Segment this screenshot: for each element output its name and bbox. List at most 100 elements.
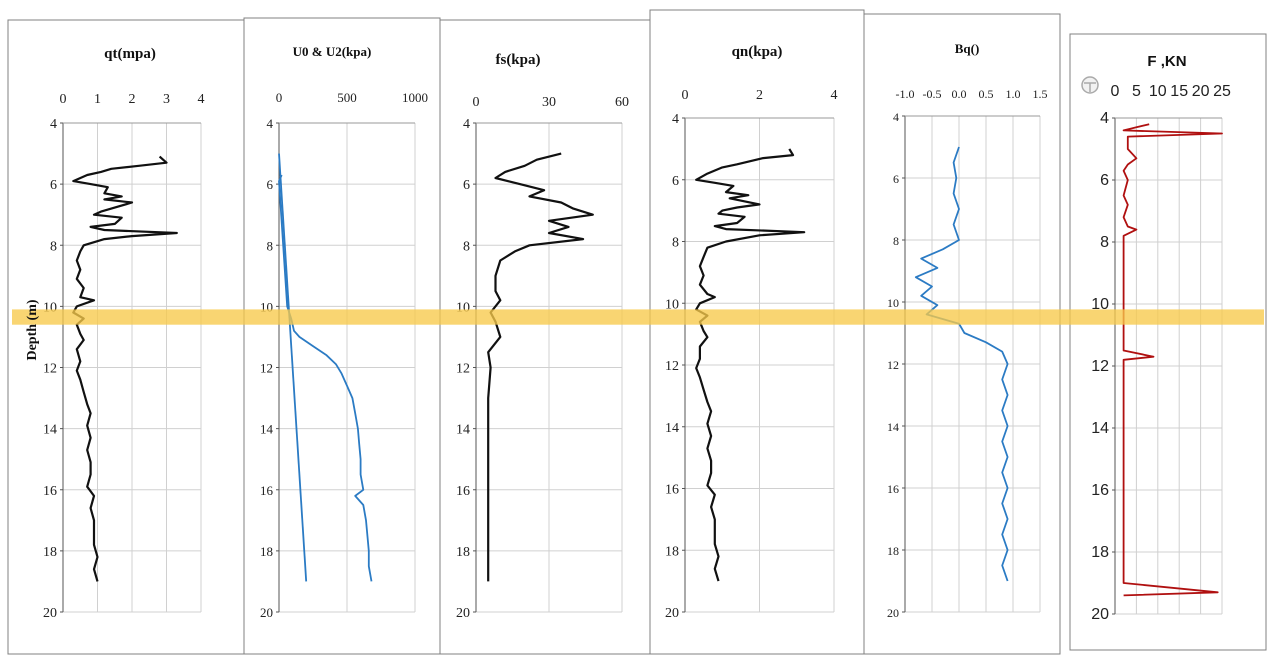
y-tick-label: 16	[260, 483, 274, 498]
chart-title: fs(kpa)	[495, 52, 540, 68]
series-line-blue-0	[278, 153, 308, 582]
y-tick-label: 18	[1091, 544, 1109, 561]
x-tick-label: 4	[198, 92, 205, 107]
y-tick-label: 6	[463, 178, 470, 193]
x-tick-label: 2	[756, 88, 763, 103]
x-tick-label: 20	[1192, 83, 1210, 100]
x-tick-label: 0	[276, 90, 283, 105]
y-tick-label: 4	[893, 110, 899, 124]
y-tick-label: 8	[50, 239, 57, 254]
x-tick-label: 30	[542, 95, 556, 110]
y-tick-label: 20	[260, 605, 273, 620]
depth-highlight-band	[12, 309, 1264, 325]
y-tick-label: 18	[260, 544, 273, 559]
y-tick-label: 20	[456, 606, 470, 621]
y-tick-label: 8	[1100, 234, 1109, 251]
x-tick-label: 1000	[402, 90, 428, 105]
chart-title: Bq()	[955, 41, 980, 56]
y-tick-label: 6	[672, 174, 679, 189]
y-tick-label: 12	[260, 361, 273, 376]
series-line-black-0	[695, 148, 806, 582]
y-tick-label: 4	[267, 116, 274, 131]
y-tick-label: 12	[43, 362, 57, 377]
chart-title: qn(kpa)	[732, 44, 783, 60]
y-tick-label: 16	[43, 484, 57, 499]
x-tick-label: 0	[682, 88, 689, 103]
chart-handle-icon	[1081, 76, 1099, 94]
y-tick-label: 18	[456, 545, 470, 560]
y-tick-label: 4	[1100, 110, 1109, 127]
x-tick-label: 1	[94, 92, 101, 107]
y-tick-label: 16	[665, 483, 679, 498]
y-tick-label: 8	[267, 238, 274, 253]
x-tick-label: 500	[337, 90, 357, 105]
panel-frame-fs	[439, 19, 651, 655]
y-tick-label: 4	[50, 117, 57, 132]
y-tick-label: 14	[260, 422, 274, 437]
y-tick-label: 12	[1091, 358, 1109, 375]
y-tick-label: 18	[665, 544, 679, 559]
panel-frame-qt	[7, 19, 245, 655]
x-tick-label: -1.0	[896, 87, 915, 101]
y-tick-label: 14	[887, 420, 899, 434]
y-tick-label: 18	[43, 545, 57, 560]
series-line-black-0	[487, 152, 594, 582]
x-tick-label: 60	[615, 95, 629, 110]
y-tick-label: 6	[50, 178, 57, 193]
y-tick-label: 10	[887, 296, 899, 310]
series-line-black-0	[72, 155, 178, 582]
y-tick-label: 10	[665, 297, 679, 312]
depth-axis-label: Depth (m)	[25, 299, 40, 360]
y-tick-label: 6	[1100, 172, 1109, 189]
series-line-blue-0	[914, 146, 1009, 582]
x-tick-label: 2	[129, 92, 136, 107]
y-tick-label: 10	[1091, 296, 1109, 313]
x-tick-label: 4	[831, 88, 838, 103]
x-tick-label: 0	[60, 92, 67, 107]
y-tick-label: 12	[887, 358, 899, 372]
x-tick-label: 0	[1111, 83, 1120, 100]
y-tick-label: 20	[887, 606, 899, 620]
x-tick-label: 25	[1213, 83, 1231, 100]
y-tick-label: 20	[43, 606, 57, 621]
y-tick-label: 20	[665, 606, 679, 621]
x-tick-label: 0.0	[952, 87, 967, 101]
x-tick-label: -0.5	[923, 87, 942, 101]
y-tick-label: 14	[1091, 420, 1109, 437]
y-tick-label: 6	[893, 172, 899, 186]
y-tick-label: 16	[456, 484, 470, 499]
y-tick-label: 14	[456, 423, 470, 438]
x-tick-label: 1.0	[1006, 87, 1021, 101]
x-tick-label: 10	[1149, 83, 1167, 100]
y-tick-label: 12	[665, 359, 679, 374]
y-tick-label: 14	[665, 421, 679, 436]
x-tick-label: 0.5	[979, 87, 994, 101]
x-tick-label: 1.5	[1033, 87, 1048, 101]
y-tick-label: 8	[463, 239, 470, 254]
panel-frame-u	[243, 17, 441, 655]
y-tick-label: 4	[672, 112, 679, 127]
panel-frame-qn	[649, 9, 865, 655]
series-line-blue-1	[278, 174, 373, 582]
x-tick-label: 0	[473, 95, 480, 110]
chart-title: qt(mpa)	[104, 46, 156, 62]
y-tick-label: 6	[267, 177, 274, 192]
x-tick-label: 5	[1132, 83, 1141, 100]
y-tick-label: 14	[43, 423, 57, 438]
y-tick-label: 4	[463, 117, 470, 132]
panel-frame-bq	[863, 13, 1061, 655]
y-tick-label: 20	[1091, 606, 1109, 623]
y-tick-label: 16	[1091, 482, 1109, 499]
y-tick-label: 8	[672, 236, 679, 251]
chart-title: F ,KN	[1147, 53, 1186, 70]
chart-panel-bq: Bq() -1.0 -0.5 0.0 0.5 1.0 1.5 4 6 8 10 12 14 16 18 20	[887, 41, 1048, 620]
chart-panel-qn: qn(kpa) 0 2 4 4 6 8 10 12 14 16 18 20	[665, 44, 838, 621]
y-tick-label: 18	[887, 544, 899, 558]
panel-borders	[7, 9, 1267, 655]
y-tick-label: 12	[456, 362, 470, 377]
